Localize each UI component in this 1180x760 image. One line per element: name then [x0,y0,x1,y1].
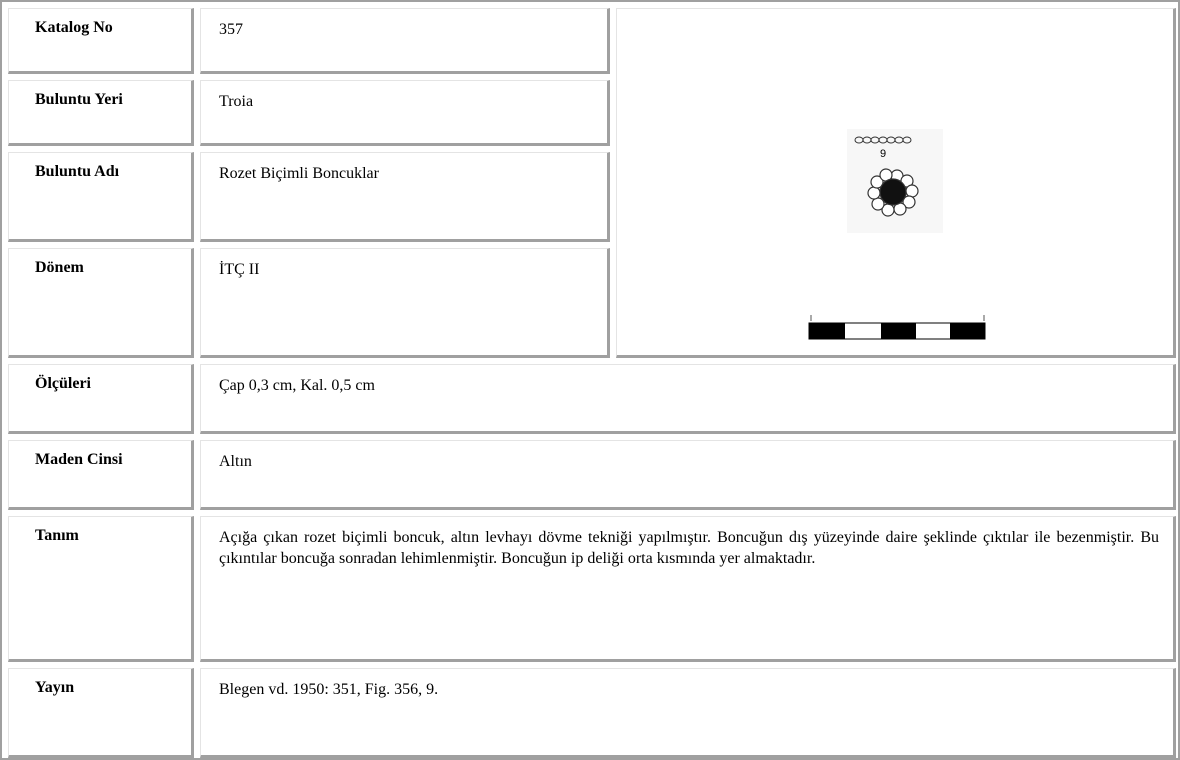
scale-bar [808,315,986,340]
field-label: Buluntu Adı [8,152,194,242]
bead-top-view [867,168,919,217]
field-label: Katalog No [8,8,194,74]
field-label: Ölçüleri [8,364,194,434]
field-value: Altın [200,440,1176,510]
field-value: Troia [200,80,610,146]
figure-label: 9 [880,148,886,160]
field-value: Çap 0,3 cm, Kal. 0,5 cm [200,364,1176,434]
image-cell: 9 [616,8,1176,358]
field-value: Rozet Biçimli Boncuklar [200,152,610,242]
field-label: Tanım [8,516,194,662]
field-label: Buluntu Yeri [8,80,194,146]
field-value: Blegen vd. 1950: 351, Fig. 356, 9. [200,668,1176,758]
field-value: Açığa çıkan rozet biçimli boncuk, altın … [200,516,1176,662]
field-label: Dönem [8,248,194,358]
bead-side-view [854,136,912,144]
field-label: Yayın [8,668,194,758]
field-value: 357 [200,8,610,74]
artifact-figure: 9 [808,129,986,340]
field-label: Maden Cinsi [8,440,194,510]
field-value: İTÇ II [200,248,610,358]
